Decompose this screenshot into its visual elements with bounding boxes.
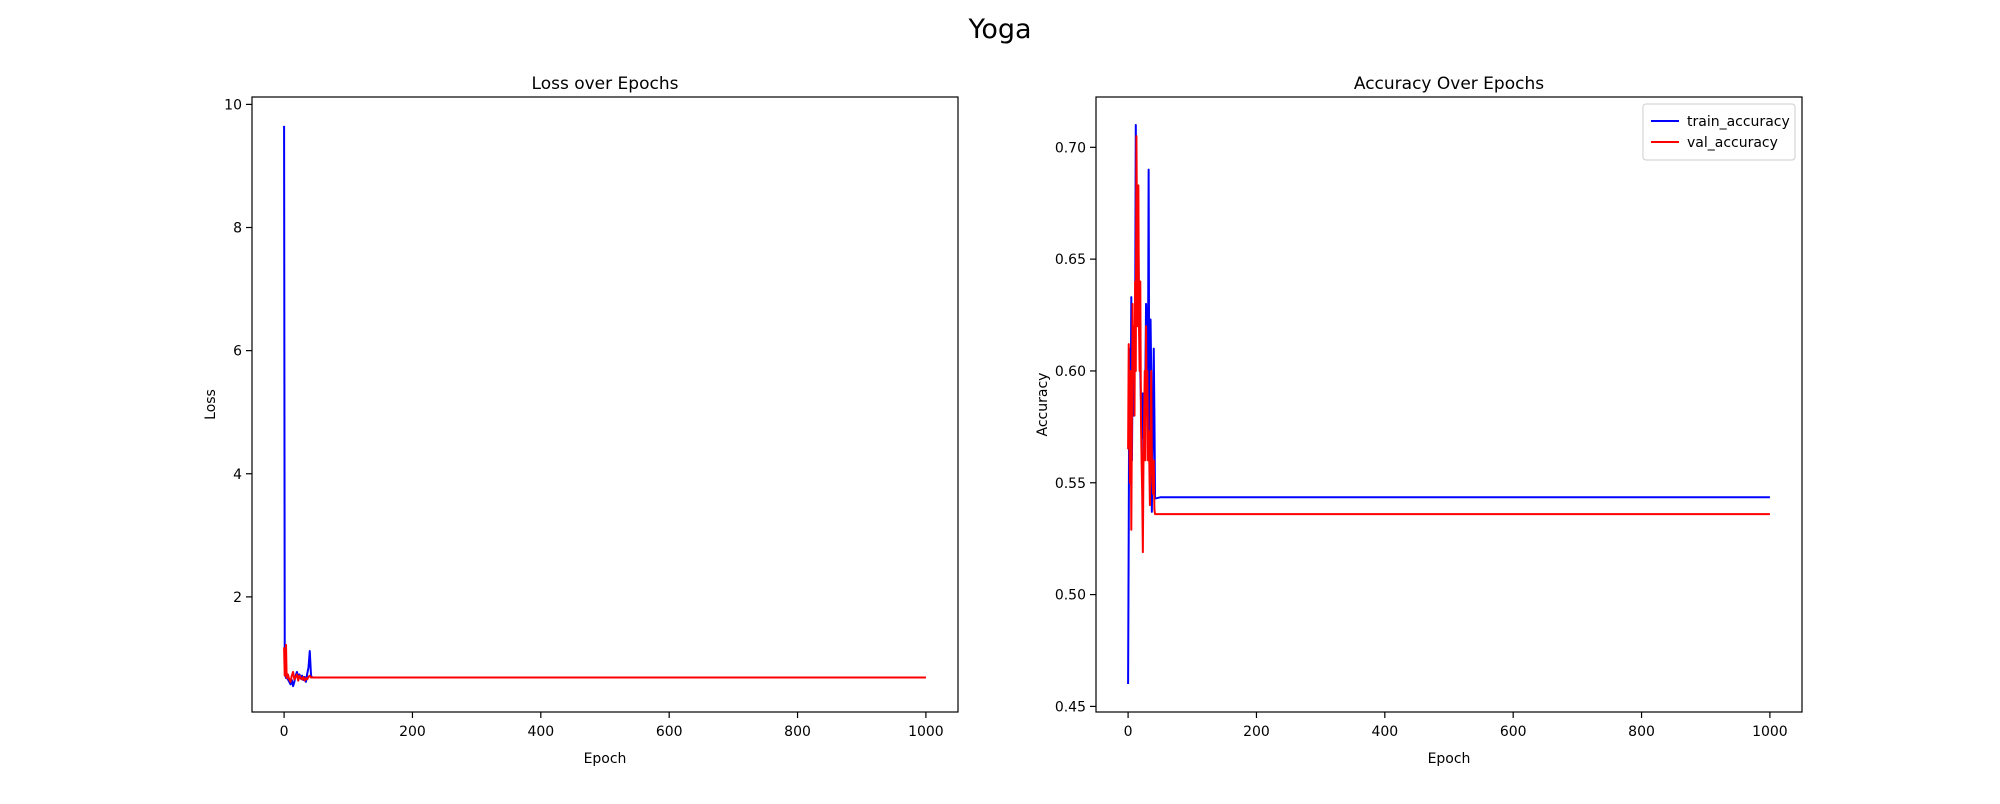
loss-x-tick-label: 0 — [280, 724, 289, 740]
accuracy-x-tick-label: 0 — [1124, 724, 1133, 740]
accuracy-y-tick-label: 0.60 — [1055, 364, 1086, 380]
loss-y-tick-label: 4 — [233, 467, 242, 483]
accuracy-x-tick-label: 400 — [1371, 724, 1398, 740]
accuracy-x-axis-label: Epoch — [1428, 751, 1471, 767]
figure-suptitle: Yoga — [967, 14, 1031, 45]
loss-series-line-series-2 — [283, 643, 926, 683]
accuracy-series-line-train_accuracy — [1127, 123, 1770, 685]
accuracy-chart-title: Accuracy Over Epochs — [1354, 74, 1544, 94]
accuracy-axes-frame — [1095, 96, 1803, 713]
accuracy-legend-box — [1642, 103, 1796, 161]
accuracy-y-tick-label: 0.50 — [1055, 588, 1086, 604]
accuracy-y-tick-label: 0.45 — [1055, 699, 1086, 715]
loss-x-tick-label: 1000 — [908, 724, 944, 740]
loss-y-axis-label: Loss — [203, 389, 219, 420]
accuracy-chart: 0 200 400 600 800 1000 0.45 0.50 0.55 0.60 0.65 0.7… — [1035, 74, 1803, 767]
loss-chart-title: Loss over Epochs — [532, 74, 679, 94]
loss-axes-frame — [251, 96, 959, 713]
loss-y-tick-label: 10 — [224, 97, 242, 113]
accuracy-y-axis-label: Accuracy — [1035, 373, 1051, 437]
accuracy-y-tick-label: 0.70 — [1055, 140, 1086, 156]
loss-x-tick-label: 600 — [656, 724, 683, 740]
loss-y-tick-label: 8 — [233, 221, 242, 237]
accuracy-y-tick-label: 0.55 — [1055, 476, 1086, 492]
accuracy-legend-label-train_accuracy: train_accuracy — [1687, 114, 1790, 130]
loss-chart: 0 200 400 600 800 1000 2 4 6 8 10 Loss over Epochs E… — [203, 74, 959, 767]
loss-series-line-series-1 — [283, 125, 926, 688]
loss-x-tick-label: 200 — [399, 724, 426, 740]
accuracy-y-tick-label: 0.65 — [1055, 252, 1086, 268]
loss-x-tick-label: 800 — [784, 724, 811, 740]
accuracy-legend: train_accuracy val_accuracy — [1642, 103, 1796, 161]
accuracy-x-tick-label: 200 — [1243, 724, 1270, 740]
loss-x-tick-label: 400 — [527, 724, 554, 740]
accuracy-x-tick-label: 600 — [1500, 724, 1527, 740]
loss-y-tick-label: 2 — [233, 590, 242, 606]
accuracy-legend-label-val_accuracy: val_accuracy — [1687, 135, 1778, 151]
loss-x-axis-label: Epoch — [584, 751, 627, 767]
accuracy-x-tick-label: 1000 — [1752, 724, 1788, 740]
loss-y-tick-label: 6 — [233, 344, 242, 360]
accuracy-series-line-val_accuracy — [1127, 135, 1770, 554]
accuracy-x-tick-label: 800 — [1628, 724, 1655, 740]
